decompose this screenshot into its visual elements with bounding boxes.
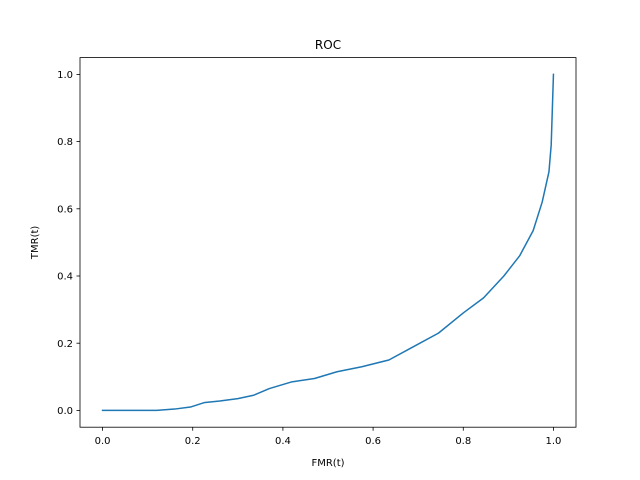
y-tick-label: 0.0 — [57, 406, 73, 417]
x-tick-label: 1.0 — [546, 436, 562, 447]
roc-curve-line — [101, 73, 555, 412]
x-tick-label: 0.0 — [95, 436, 111, 447]
y-tick-label: 0.8 — [57, 137, 73, 148]
chart-title: ROC — [315, 38, 341, 52]
x-axis-ticks: 0.0 0.2 0.4 0.6 0.8 1.0 — [95, 427, 562, 447]
plot-area — [80, 57, 576, 428]
y-tick-label: 1.0 — [57, 70, 73, 81]
y-axis-label: TMR(t) — [30, 226, 41, 261]
x-tick-label: 0.6 — [365, 436, 381, 447]
x-axis-label: FMR(t) — [311, 458, 344, 469]
plot-frame — [79, 57, 577, 428]
x-tick-label: 0.2 — [185, 436, 201, 447]
x-tick-label: 0.8 — [455, 436, 471, 447]
x-tick-label: 0.4 — [275, 436, 291, 447]
y-tick-label: 0.6 — [57, 204, 73, 215]
y-axis-ticks: 0.0 0.2 0.4 0.6 0.8 1.0 — [57, 70, 80, 417]
y-tick-label: 0.2 — [57, 339, 73, 350]
y-tick-label: 0.4 — [57, 272, 73, 283]
